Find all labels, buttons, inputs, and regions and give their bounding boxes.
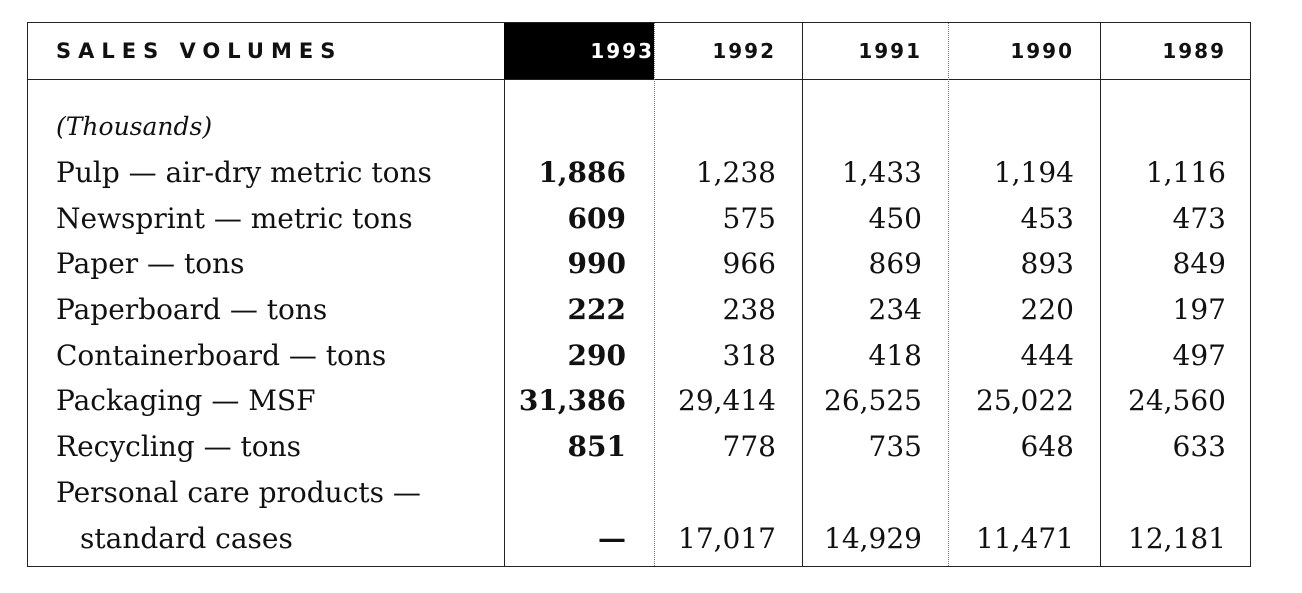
value-cell-1991: 735 [868, 430, 922, 463]
value-cell-1990: 1,194 [993, 156, 1074, 189]
value-cell-1991: 234 [868, 293, 922, 326]
header-divider [28, 79, 1250, 80]
sales-volumes-table: SALES VOLUMES 1993 1992 1991 1990 1989 (… [27, 22, 1251, 567]
value-cell-1990: 453 [1020, 202, 1074, 235]
row-label: Paperboard — tons [56, 293, 328, 326]
value-cell-1991: 1,433 [841, 156, 922, 189]
value-cell-1991: 26,525 [824, 384, 922, 417]
year-header-1993: 1993 [504, 23, 654, 79]
value-cell-1992: 1,238 [695, 156, 776, 189]
row-label: Personal care products — [56, 476, 421, 509]
value-cell-1989: 497 [1172, 339, 1226, 372]
value-cell-1990: 444 [1020, 339, 1074, 372]
column-divider [802, 23, 803, 566]
value-cell-1991: 418 [868, 339, 922, 372]
value-cell-1993: — [598, 522, 626, 555]
value-cell-1992 [654, 477, 776, 509]
value-cell-1991: 869 [868, 247, 922, 280]
value-cell-1989: 1,116 [1145, 156, 1226, 189]
row-label: Containerboard — tons [56, 339, 387, 372]
value-cell-1992: 238 [722, 293, 776, 326]
value-cell-1992: 778 [722, 430, 776, 463]
value-cell-1992: 318 [722, 339, 776, 372]
value-cell-1989: 473 [1172, 202, 1226, 235]
value-cell-1990: 25,022 [976, 384, 1074, 417]
value-cell-1993: 31,386 [518, 384, 626, 417]
value-cell-1990: 893 [1020, 247, 1074, 280]
value-cell-1989 [1100, 477, 1226, 509]
year-header-1991: 1991 [858, 39, 922, 63]
value-cell-1993 [504, 477, 626, 509]
value-cell-1992: 966 [722, 247, 776, 280]
row-label: Pulp — air-dry metric tons [56, 156, 432, 189]
value-cell-1991: 450 [868, 202, 922, 235]
row-label: Newsprint — metric tons [56, 202, 413, 235]
column-divider [504, 23, 505, 566]
year-header-1989: 1989 [1162, 39, 1226, 63]
value-cell-1993: 1,886 [538, 156, 626, 189]
value-cell-1989: 12,181 [1128, 522, 1226, 555]
value-cell-1989: 197 [1172, 293, 1226, 326]
column-divider [948, 23, 949, 566]
year-header-1990: 1990 [1010, 39, 1074, 63]
row-label: Packaging — MSF [56, 384, 316, 417]
value-cell-1990: 11,471 [976, 522, 1074, 555]
table-title: SALES VOLUMES [56, 39, 343, 63]
value-cell-1993: 851 [567, 430, 626, 463]
value-cell-1993: 990 [567, 247, 626, 280]
value-cell-1992: 575 [722, 202, 776, 235]
value-cell-1989: 633 [1172, 430, 1226, 463]
year-header-1992: 1992 [712, 39, 776, 63]
value-cell-1989: 24,560 [1128, 384, 1226, 417]
value-cell-1992: 29,414 [678, 384, 776, 417]
value-cell-1991 [802, 477, 922, 509]
value-cell-1990 [948, 477, 1074, 509]
row-label: Paper — tons [56, 247, 245, 280]
value-cell-1989: 849 [1172, 247, 1226, 280]
value-cell-1993: 290 [567, 339, 626, 372]
value-cell-1990: 648 [1020, 430, 1074, 463]
column-divider [1100, 23, 1101, 566]
row-label: Recycling — tons [56, 430, 302, 463]
value-cell-1992: 17,017 [678, 522, 776, 555]
value-cell-1993: 222 [567, 293, 626, 326]
unit-note: (Thousands) [56, 112, 213, 141]
column-divider [654, 23, 655, 566]
row-label: standard cases [80, 522, 293, 555]
value-cell-1991: 14,929 [824, 522, 922, 555]
value-cell-1993: 609 [567, 202, 626, 235]
value-cell-1990: 220 [1020, 293, 1074, 326]
